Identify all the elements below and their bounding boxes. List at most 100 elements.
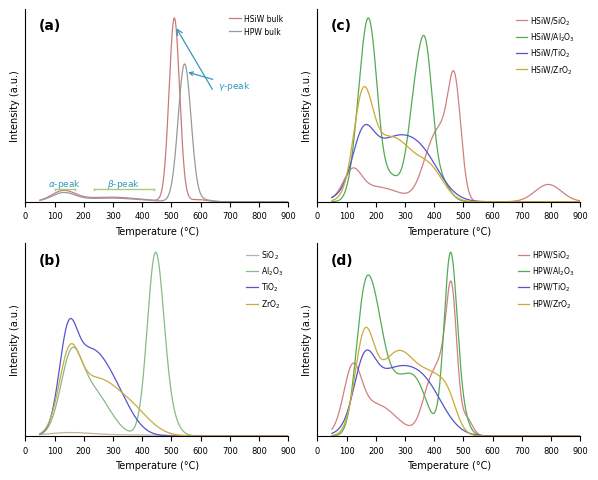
Line: HPW/Al$_2$O$_3$: HPW/Al$_2$O$_3$	[332, 252, 581, 436]
Al$_2$O$_3$	[36, 432, 44, 437]
Al$_2$O$_3$	[152, 250, 159, 255]
HSiW bulk	[142, 197, 150, 203]
HPW/ZrO$_2$	[572, 433, 579, 439]
Legend: HPW/SiO$_2$, HPW/Al$_2$O$_3$, HPW/TiO$_2$, HPW/ZrO$_2$: HPW/SiO$_2$, HPW/Al$_2$O$_3$, HPW/TiO$_2…	[517, 247, 576, 312]
HPW/ZrO$_2$	[362, 324, 370, 330]
HSiW/Al$_2$O$_3$	[577, 200, 584, 205]
Line: ZrO$_2$: ZrO$_2$	[40, 344, 288, 436]
HPW bulk	[181, 62, 188, 68]
ZrO$_2$	[68, 341, 75, 347]
HSiW bulk	[132, 196, 139, 202]
Y-axis label: Intensity (a.u.): Intensity (a.u.)	[302, 70, 312, 142]
HSiW/TiO$_2$	[424, 150, 431, 156]
ZrO$_2$	[280, 433, 287, 439]
HSiW/SiO$_2$	[371, 184, 379, 190]
SiO$_2$	[36, 432, 44, 437]
HSiW/TiO$_2$	[572, 200, 579, 205]
Al$_2$O$_3$	[65, 352, 72, 358]
HPW/TiO$_2$	[424, 376, 431, 382]
ZrO$_2$	[132, 402, 139, 408]
HPW/ZrO$_2$	[424, 367, 431, 372]
HSiW/TiO$_2$	[545, 200, 553, 205]
Al$_2$O$_3$	[132, 423, 139, 429]
HPW/Al$_2$O$_3$	[447, 250, 454, 255]
HPW bulk	[253, 200, 260, 205]
Line: HSiW/Al$_2$O$_3$: HSiW/Al$_2$O$_3$	[332, 19, 581, 203]
TiO$_2$	[132, 414, 139, 420]
HPW/ZrO$_2$	[545, 433, 553, 439]
HSiW/Al$_2$O$_3$	[435, 152, 442, 158]
HSiW/SiO$_2$	[572, 197, 579, 203]
HPW/TiO$_2$	[577, 433, 584, 439]
HPW/Al$_2$O$_3$	[577, 433, 584, 439]
HPW/ZrO$_2$	[371, 344, 379, 350]
HPW/SiO$_2$	[545, 433, 553, 439]
HSiW/SiO$_2$	[450, 69, 457, 74]
HSiW bulk	[285, 200, 292, 205]
TiO$_2$	[253, 433, 260, 439]
HPW/ZrO$_2$	[577, 433, 584, 439]
Legend: HSiW bulk, HPW bulk: HSiW bulk, HPW bulk	[228, 13, 285, 38]
Line: TiO$_2$: TiO$_2$	[40, 319, 288, 436]
X-axis label: Temperature (°C): Temperature (°C)	[115, 460, 199, 470]
SiO$_2$	[253, 433, 260, 439]
Text: $\gamma$-peak: $\gamma$-peak	[190, 73, 251, 93]
Y-axis label: Intensity (a.u.): Intensity (a.u.)	[10, 304, 20, 375]
HSiW/Al$_2$O$_3$	[572, 200, 579, 205]
Text: (a): (a)	[38, 19, 60, 33]
Text: $\beta$-peak: $\beta$-peak	[107, 178, 141, 191]
HPW/TiO$_2$	[328, 431, 335, 436]
HSiW/ZrO$_2$	[328, 198, 335, 204]
Al$_2$O$_3$	[253, 433, 260, 439]
TiO$_2$	[36, 432, 44, 437]
HPW/ZrO$_2$	[356, 340, 364, 346]
Al$_2$O$_3$	[285, 433, 292, 439]
HPW/Al$_2$O$_3$	[434, 396, 441, 402]
HSiW/Al$_2$O$_3$	[545, 200, 553, 205]
TiO$_2$	[67, 316, 74, 322]
HPW/SiO$_2$	[328, 426, 335, 432]
HPW/TiO$_2$	[572, 433, 579, 439]
HPW bulk	[285, 200, 292, 205]
HSiW/TiO$_2$	[363, 122, 370, 128]
HSiW/SiO$_2$	[434, 125, 441, 131]
Al$_2$O$_3$	[280, 433, 287, 439]
HPW/Al$_2$O$_3$	[371, 290, 379, 296]
HSiW/ZrO$_2$	[361, 84, 368, 90]
HSiW/TiO$_2$	[577, 200, 584, 205]
Legend: HSiW/SiO$_2$, HSiW/Al$_2$O$_3$, HSiW/TiO$_2$, HSiW/ZrO$_2$: HSiW/SiO$_2$, HSiW/Al$_2$O$_3$, HSiW/TiO…	[514, 13, 576, 78]
HSiW bulk	[80, 194, 87, 200]
HPW bulk	[280, 200, 287, 205]
HPW/SiO$_2$	[371, 400, 379, 406]
Line: HPW bulk: HPW bulk	[40, 65, 288, 203]
Line: HPW/TiO$_2$: HPW/TiO$_2$	[332, 350, 581, 436]
HSiW bulk	[65, 189, 72, 194]
HSiW/ZrO$_2$	[424, 159, 431, 165]
HPW/SiO$_2$	[447, 278, 454, 284]
SiO$_2$	[132, 432, 139, 438]
X-axis label: Temperature (°C): Temperature (°C)	[407, 460, 491, 470]
HPW bulk	[65, 191, 72, 196]
SiO$_2$	[68, 430, 75, 435]
ZrO$_2$	[80, 361, 87, 367]
X-axis label: Temperature (°C): Temperature (°C)	[115, 227, 199, 237]
HSiW/ZrO$_2$	[572, 200, 579, 205]
Line: HSiW bulk: HSiW bulk	[40, 19, 288, 203]
HPW/TiO$_2$	[435, 394, 442, 399]
Legend: SiO$_2$, Al$_2$O$_3$, TiO$_2$, ZrO$_2$: SiO$_2$, Al$_2$O$_3$, TiO$_2$, ZrO$_2$	[245, 247, 285, 312]
X-axis label: Temperature (°C): Temperature (°C)	[407, 227, 491, 237]
HSiW/ZrO$_2$	[356, 93, 364, 99]
HSiW/Al$_2$O$_3$	[371, 61, 379, 67]
Line: Al$_2$O$_3$: Al$_2$O$_3$	[40, 252, 288, 436]
TiO$_2$	[80, 339, 87, 345]
ZrO$_2$	[285, 433, 292, 439]
HPW bulk	[132, 197, 139, 203]
HSiW/TiO$_2$	[328, 195, 335, 201]
TiO$_2$	[65, 319, 72, 324]
HPW/ZrO$_2$	[328, 432, 335, 438]
HSiW/Al$_2$O$_3$	[356, 69, 364, 75]
Text: (d): (d)	[331, 253, 353, 267]
Al$_2$O$_3$	[80, 361, 87, 367]
ZrO$_2$	[36, 431, 44, 436]
HPW/TiO$_2$	[356, 359, 364, 365]
